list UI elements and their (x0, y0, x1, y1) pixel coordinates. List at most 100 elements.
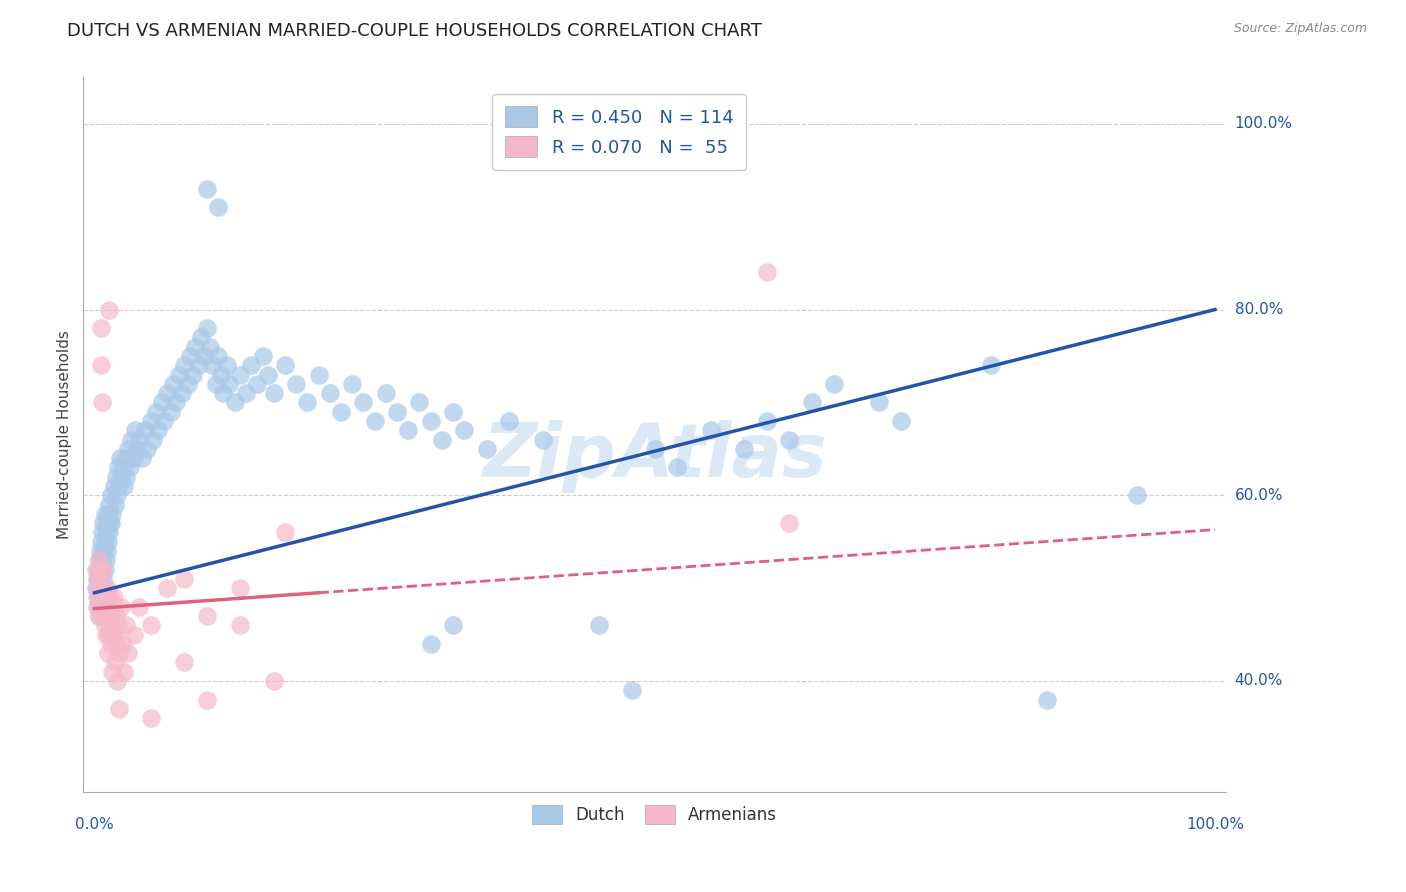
Point (93, 516, 115, 530)
Point (330, 405, 353, 419)
Point (87, 572, 110, 586)
Point (89, 572, 111, 586)
Point (441, 405, 464, 419)
Point (104, 609, 127, 624)
Point (531, 433, 554, 447)
Point (93, 618, 115, 632)
Point (112, 665, 135, 679)
Point (441, 618, 464, 632)
Point (252, 349, 274, 363)
Point (159, 405, 181, 419)
Point (209, 368, 232, 382)
Point (98, 498, 121, 512)
Point (96, 544, 118, 558)
Point (128, 599, 150, 614)
Point (204, 376, 226, 391)
Point (94, 599, 117, 614)
Point (229, 618, 252, 632)
Point (207, 201, 229, 215)
Point (823, 376, 845, 391)
Point (274, 359, 297, 373)
Point (98, 618, 121, 632)
Point (87, 563, 110, 577)
Point (104, 627, 127, 641)
Point (94, 525, 117, 540)
Point (93, 563, 115, 577)
Point (621, 683, 644, 698)
Point (91, 581, 114, 595)
Point (193, 349, 215, 363)
Point (190, 330, 212, 344)
Point (139, 618, 162, 632)
Point (91, 581, 114, 595)
Point (89, 544, 111, 558)
Point (285, 376, 308, 391)
Point (90, 563, 112, 577)
Point (156, 581, 179, 595)
Point (148, 423, 170, 437)
Point (97, 591, 120, 605)
Point (100, 637, 122, 651)
Point (122, 451, 145, 466)
Point (778, 433, 800, 447)
Text: 60.0%: 60.0% (1234, 488, 1284, 503)
Point (198, 340, 221, 354)
Point (229, 368, 252, 382)
Point (700, 423, 723, 437)
Point (112, 479, 135, 493)
Point (97, 646, 120, 660)
Point (87, 609, 110, 624)
Point (755, 414, 778, 428)
Point (108, 479, 131, 493)
Point (125, 442, 148, 456)
Point (105, 637, 128, 651)
Point (93, 507, 115, 521)
Point (263, 386, 285, 401)
Point (201, 359, 224, 373)
Point (778, 516, 800, 530)
Point (215, 359, 238, 373)
Point (342, 376, 364, 391)
Point (86, 581, 108, 595)
Point (115, 469, 138, 483)
Y-axis label: Married-couple Households: Married-couple Households (58, 330, 72, 540)
Point (181, 368, 204, 382)
Point (120, 460, 142, 475)
Point (86, 591, 108, 605)
Point (195, 182, 218, 196)
Point (104, 498, 127, 512)
Point (89, 563, 111, 577)
Text: ZipAtlas: ZipAtlas (482, 420, 827, 493)
Point (93, 544, 115, 558)
Point (142, 433, 165, 447)
Point (184, 340, 207, 354)
Point (93, 599, 115, 614)
Point (96, 581, 118, 595)
Point (101, 665, 124, 679)
Point (87, 591, 110, 605)
Point (97, 534, 120, 549)
Point (173, 359, 195, 373)
Point (162, 376, 184, 391)
Point (98, 302, 121, 317)
Point (87, 581, 110, 595)
Point (419, 414, 441, 428)
Point (91, 395, 114, 409)
Point (114, 451, 136, 466)
Point (1125, 488, 1147, 502)
Point (195, 609, 218, 624)
Point (246, 376, 269, 391)
Point (97, 627, 120, 641)
Point (87, 609, 110, 624)
Point (86, 599, 108, 614)
Point (122, 627, 145, 641)
Point (134, 423, 156, 437)
Text: 40.0%: 40.0% (1234, 673, 1282, 689)
Point (257, 368, 280, 382)
Text: DUTCH VS ARMENIAN MARRIED-COUPLE HOUSEHOLDS CORRELATION CHART: DUTCH VS ARMENIAN MARRIED-COUPLE HOUSEHO… (67, 22, 762, 40)
Point (93, 581, 115, 595)
Point (91, 553, 114, 567)
Point (374, 386, 396, 401)
Point (86, 572, 108, 586)
Point (1036, 692, 1059, 706)
